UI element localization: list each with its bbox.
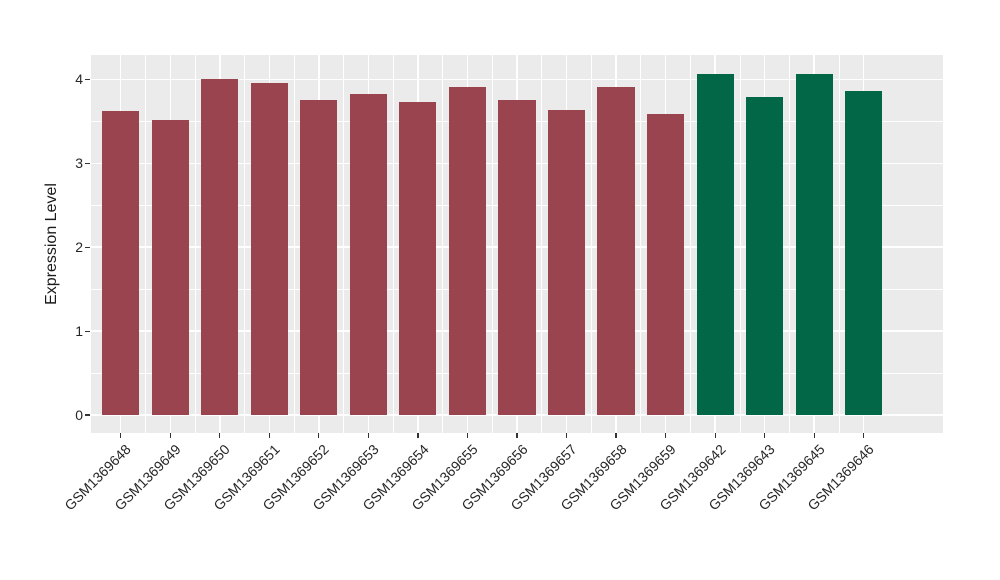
y-axis-tick bbox=[85, 78, 90, 80]
y-axis-tick bbox=[85, 414, 90, 416]
x-axis-tick bbox=[367, 433, 369, 438]
bar-GSM1369659 bbox=[647, 113, 685, 415]
y-axis-tick bbox=[85, 162, 90, 164]
minor-gridline-vertical bbox=[541, 55, 543, 433]
y-tick-label: 0 bbox=[75, 407, 83, 423]
plot-panel bbox=[91, 55, 943, 433]
bar-GSM1369657 bbox=[547, 110, 586, 415]
x-axis-tick bbox=[863, 433, 865, 438]
bar-GSM1369643 bbox=[746, 97, 784, 415]
minor-gridline-vertical bbox=[491, 55, 493, 433]
minor-gridline-vertical bbox=[640, 55, 642, 433]
bar-GSM1369653 bbox=[349, 93, 387, 415]
x-axis-tick bbox=[665, 433, 667, 438]
bar-GSM1369645 bbox=[795, 74, 833, 415]
x-axis-tick bbox=[120, 433, 122, 438]
minor-gridline-vertical bbox=[392, 55, 394, 433]
bar-GSM1369655 bbox=[448, 86, 487, 415]
x-axis-tick bbox=[268, 433, 270, 438]
minor-gridline-vertical bbox=[689, 55, 691, 433]
bar-GSM1369642 bbox=[696, 73, 734, 415]
bar-GSM1369646 bbox=[845, 91, 883, 415]
x-axis-tick bbox=[615, 433, 617, 438]
x-axis-tick bbox=[219, 433, 221, 438]
x-axis-tick bbox=[565, 433, 568, 438]
bar-GSM1369650 bbox=[201, 78, 239, 415]
bar-GSM1369651 bbox=[250, 82, 288, 415]
x-axis-tick bbox=[417, 433, 419, 438]
minor-gridline-vertical bbox=[194, 55, 196, 433]
minor-gridline-vertical bbox=[442, 55, 444, 433]
x-axis-tick bbox=[466, 433, 469, 438]
x-axis-tick bbox=[714, 433, 716, 438]
y-axis-tick bbox=[85, 330, 90, 332]
x-axis-tick bbox=[169, 433, 171, 438]
x-axis-tick bbox=[516, 433, 518, 438]
bar-GSM1369649 bbox=[151, 119, 189, 415]
y-tick-label: 3 bbox=[75, 155, 83, 172]
minor-gridline-vertical bbox=[739, 55, 741, 433]
y-axis-tick bbox=[85, 246, 90, 248]
y-tick-label: 4 bbox=[75, 71, 83, 88]
minor-gridline-vertical bbox=[244, 55, 245, 433]
minor-gridline-vertical bbox=[145, 55, 146, 433]
x-axis-tick bbox=[813, 433, 815, 438]
bar-GSM1369652 bbox=[300, 100, 338, 415]
bar-GSM1369656 bbox=[498, 99, 536, 415]
minor-gridline-vertical bbox=[838, 55, 840, 433]
minor-gridline-vertical bbox=[293, 55, 295, 433]
bar-GSM1369658 bbox=[597, 86, 635, 415]
x-axis-tick bbox=[764, 433, 766, 438]
bar-GSM1369648 bbox=[102, 111, 140, 415]
minor-gridline-vertical bbox=[590, 55, 592, 433]
y-tick-label: 1 bbox=[75, 323, 83, 340]
minor-gridline-vertical bbox=[789, 55, 790, 433]
x-axis-tick bbox=[318, 433, 320, 438]
minor-gridline-vertical bbox=[343, 55, 345, 433]
y-tick-label: 2 bbox=[75, 239, 83, 256]
bar-GSM1369654 bbox=[399, 102, 437, 415]
